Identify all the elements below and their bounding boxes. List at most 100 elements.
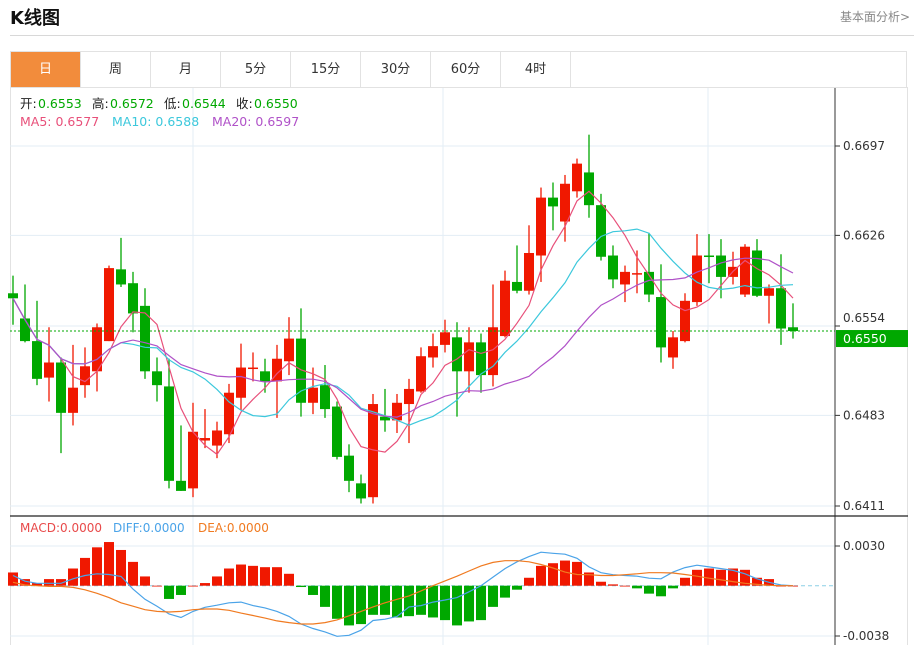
macd-bar [128, 561, 138, 586]
macd-bar [476, 585, 486, 621]
candle [404, 378, 414, 444]
candle [164, 358, 174, 489]
candle-body [152, 371, 162, 386]
open-label: 开: [20, 96, 37, 111]
ma10-value: MA10: 0.6588 [112, 114, 199, 129]
candle-body [392, 402, 402, 421]
macd-bar [164, 585, 174, 599]
candle-body [44, 362, 54, 378]
macd-bar [224, 568, 234, 586]
macd-bar [296, 585, 306, 588]
low-label: 低: [164, 96, 181, 111]
macd-bar [188, 585, 198, 587]
candle-body [620, 271, 630, 285]
tab-4hour[interactable]: 4时 [501, 52, 571, 87]
tab-60min[interactable]: 60分 [431, 52, 501, 87]
macd-bar [704, 568, 714, 586]
ma5-value: MA5: 0.6577 [20, 114, 99, 129]
candle-body [500, 280, 510, 337]
candle-body [668, 337, 678, 358]
candle [188, 402, 198, 498]
tab-30min[interactable]: 30分 [361, 52, 431, 87]
macd-bar [728, 568, 738, 586]
candle [452, 322, 462, 417]
tab-month[interactable]: 月 [151, 52, 221, 87]
candle-body [752, 250, 762, 296]
macd-bar [248, 565, 258, 586]
divider [10, 35, 914, 36]
price-tick-label: 0.6697 [843, 139, 885, 153]
tab-15min[interactable]: 15分 [291, 52, 361, 87]
candle-body [104, 268, 114, 342]
macd-bar [548, 563, 558, 586]
candle-body [332, 406, 342, 457]
candle-body [776, 288, 786, 329]
macd-bar [392, 585, 402, 618]
macd-bar [656, 585, 666, 597]
candle-body [236, 367, 246, 398]
macd-bar [500, 585, 510, 598]
candle [224, 383, 234, 444]
macd-bar [80, 557, 90, 586]
candle-body [56, 362, 66, 413]
macd-bar [212, 576, 222, 586]
candle-body [248, 367, 258, 370]
candle [104, 265, 114, 342]
candle-body [200, 438, 210, 441]
candle [488, 284, 498, 387]
candle [512, 245, 522, 294]
tab-5min[interactable]: 5分 [221, 52, 291, 87]
macd-bar [68, 568, 78, 586]
macd-bar [524, 577, 534, 586]
candle [572, 158, 582, 198]
fundamental-analysis-link[interactable]: 基本面分析> [839, 10, 910, 24]
macd-bar [560, 560, 570, 586]
candle [200, 409, 210, 449]
candle [392, 393, 402, 433]
candle-body [788, 327, 798, 332]
candle [296, 308, 306, 417]
macd-bar [596, 581, 606, 586]
candle [776, 254, 786, 345]
candle [608, 245, 618, 289]
tab-day[interactable]: 日 [11, 52, 81, 87]
macd-bar [116, 549, 126, 586]
candle [440, 319, 450, 353]
ma5-line [12, 190, 794, 456]
dea-value: DEA:0.0000 [198, 521, 269, 535]
candle [716, 239, 726, 299]
candle [548, 182, 558, 231]
candle [740, 244, 750, 298]
candle [56, 357, 66, 454]
diff-line [12, 551, 794, 637]
candle-body [404, 388, 414, 405]
macd-bar [452, 585, 462, 626]
macd-bar [140, 576, 150, 586]
ma10-line [12, 228, 794, 426]
candle [140, 288, 150, 379]
low-value: 0.6544 [182, 96, 226, 111]
candle-body [524, 252, 534, 291]
ohlc-legend: 开: 0.6553 高: 0.6572 低: 0.6544 收: 0.6550 … [20, 96, 299, 129]
candle-body [20, 318, 30, 342]
macd-bar [356, 585, 366, 625]
kline-chart-frame [10, 87, 908, 645]
candle [764, 284, 774, 324]
candle [332, 401, 342, 460]
candle-body [440, 332, 450, 345]
macd-tick-label: -0.0038 [843, 629, 889, 643]
macd-bar [572, 561, 582, 586]
candle [20, 284, 30, 343]
tab-week[interactable]: 周 [81, 52, 151, 87]
candle-body [188, 431, 198, 489]
candle [464, 327, 474, 393]
candle-body [80, 366, 90, 386]
candle [692, 234, 702, 306]
macd-bar [404, 585, 414, 617]
candle [656, 264, 666, 363]
candle-body [584, 172, 594, 206]
price-tick-label: 0.6554 [843, 311, 885, 325]
period-tabs: 日 周 月 5分 15分 30分 60分 4时 [10, 51, 907, 87]
candle-body [176, 480, 186, 491]
